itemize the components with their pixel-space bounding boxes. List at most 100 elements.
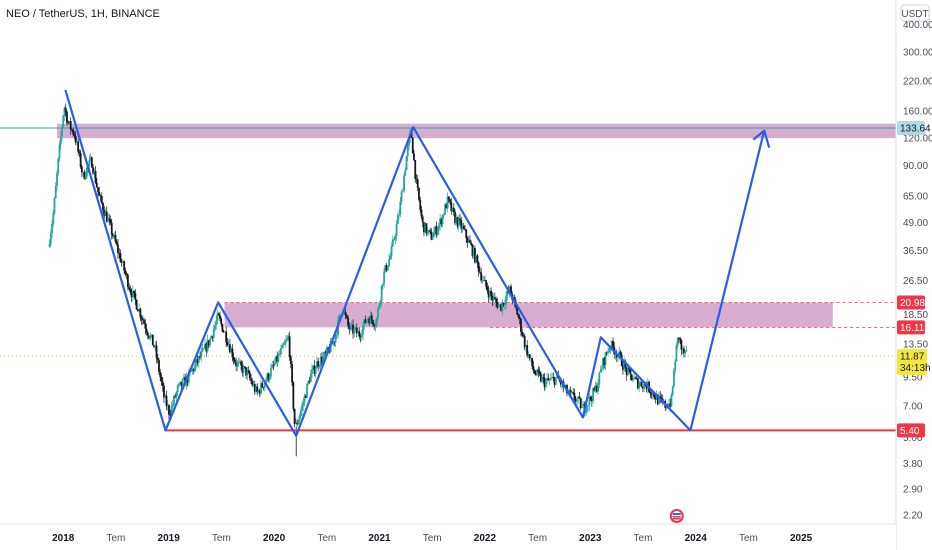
candle [569,386,572,396]
candle [214,321,216,332]
candle [482,276,485,283]
candle [174,393,177,399]
candle [72,127,75,137]
candle [475,255,478,264]
candle [352,319,354,339]
candle [393,236,395,242]
candle [168,403,170,420]
candle [148,335,150,340]
tag-zone-low[interactable]: 16.11 [897,320,925,335]
candle [260,379,262,396]
candle [442,212,445,219]
currency-box[interactable] [900,4,930,22]
candle [420,205,423,220]
candle [587,405,590,412]
candle [357,327,359,334]
candle [278,349,281,356]
candle [133,290,136,298]
tag-zone-high[interactable]: 20.98 [897,295,925,310]
candle [347,315,349,329]
candle [204,338,206,349]
tag-resistance-price[interactable]: 133.64 [897,121,931,136]
x-tick-label: Tem [106,533,125,544]
candle [679,336,682,345]
candle [681,346,684,354]
candle [202,347,205,350]
candle [355,323,358,338]
resistance-zone-top[interactable] [56,123,896,139]
candle [201,343,204,353]
candle [456,216,459,229]
candle [405,155,408,171]
candle [604,351,607,371]
candle [314,365,317,379]
candle [67,120,70,125]
candle [82,171,85,178]
candle [404,167,407,177]
candle [607,347,609,355]
candle [491,292,494,306]
candle [270,363,272,380]
candle [659,390,662,404]
candle [522,332,525,338]
svg-text:34:13h: 34:13h [900,363,931,374]
candle [156,353,159,364]
candle [363,319,366,331]
candle [296,419,298,427]
candle [251,378,254,387]
candle [192,367,195,375]
candle [108,213,111,226]
time-axis[interactable]: 2018 Tem 2019 Tem 2020 Tem 2021 Tem 2022 Tem 2023 T… [0,523,896,550]
candle [283,338,286,345]
candle [436,226,439,237]
candle [367,316,369,323]
candle [246,367,249,381]
candle [370,312,373,324]
candle [176,384,179,397]
candle [486,282,489,294]
candle [118,248,121,259]
candle [299,407,302,419]
candle [590,395,593,407]
candle [520,317,522,337]
candle [414,159,417,183]
candle [159,368,162,382]
candle [372,319,374,327]
candle [584,409,587,416]
candle [94,166,97,185]
candle [272,360,275,371]
candle [242,363,245,378]
plot-area[interactable] [0,0,896,524]
candle [104,208,107,216]
candle [495,296,497,308]
candle [289,355,292,369]
candle [282,341,285,349]
symbol-title[interactable]: NEO / TetherUS, 1H, BINANCE [6,8,160,20]
candle [291,360,293,387]
candle [216,309,219,325]
candle [441,214,444,228]
candle [430,228,433,241]
candle [49,229,52,248]
candle [636,377,639,390]
candle [255,383,257,394]
candle [623,357,626,372]
pattern-zigzag[interactable] [64,89,766,437]
candle [56,170,58,192]
candle [197,355,200,369]
price-axis[interactable]: USDT 2.20 2.90 3.80 5.00 7.00 9.50 13.50 18.50 26… [895,0,932,550]
event-flag-icon[interactable] [669,509,684,523]
candle [452,203,455,216]
candle [479,266,481,274]
candle [369,310,372,324]
candle [313,360,316,377]
candle [130,288,133,303]
tag-support-price[interactable]: 5.40 [897,423,925,438]
svg-text:133.64: 133.64 [900,124,931,135]
candle [307,379,310,386]
candle [423,222,425,237]
candle [549,373,552,382]
candle [100,192,103,205]
